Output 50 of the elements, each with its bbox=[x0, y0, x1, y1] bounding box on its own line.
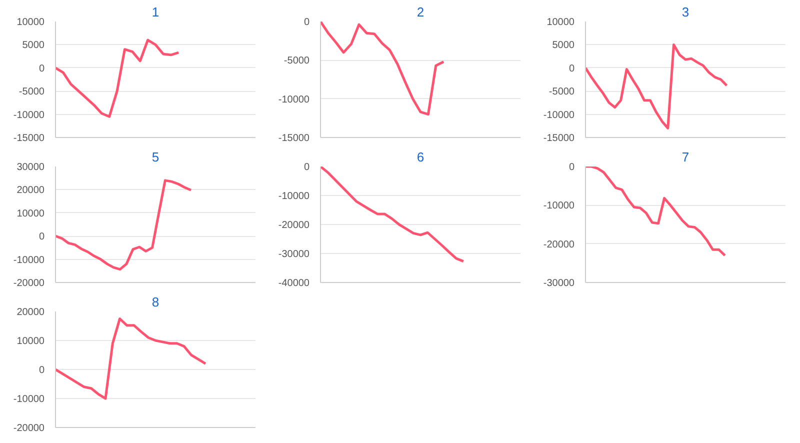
y-tick-label: -20000 bbox=[13, 278, 45, 289]
y-tick-label: -10000 bbox=[13, 394, 45, 405]
y-tick-label: -20000 bbox=[13, 423, 45, 434]
y-tick-label: -30000 bbox=[543, 278, 575, 289]
y-tick-label: 5000 bbox=[552, 40, 575, 52]
chart-title: 8 bbox=[152, 294, 160, 310]
chart-title: 7 bbox=[682, 150, 690, 164]
y-tick-label: 10000 bbox=[16, 336, 45, 347]
y-tick-label: 0 bbox=[568, 162, 575, 173]
y-tick-label: -10000 bbox=[278, 94, 310, 106]
line-series bbox=[56, 38, 180, 118]
y-tick-label: -10000 bbox=[278, 191, 310, 202]
y-tick-label: 0 bbox=[304, 162, 310, 173]
line-series bbox=[56, 179, 192, 271]
y-tick-label: 30000 bbox=[16, 162, 45, 173]
y-tick-label: -10000 bbox=[543, 110, 575, 121]
y-tick-label: 10000 bbox=[16, 208, 45, 220]
chart-title: 6 bbox=[416, 150, 424, 164]
y-tick-label: -20000 bbox=[278, 220, 310, 231]
y-tick-label: 0 bbox=[304, 17, 310, 28]
y-tick-label: -5000 bbox=[284, 56, 310, 67]
y-tick-label: -15000 bbox=[543, 133, 575, 144]
chart-title: 1 bbox=[152, 4, 160, 20]
y-tick-label: -5000 bbox=[18, 86, 45, 98]
y-tick-label: 0 bbox=[568, 63, 575, 74]
chart-title: 5 bbox=[152, 150, 160, 164]
y-tick-label: -30000 bbox=[278, 249, 310, 260]
y-tick-label: -10000 bbox=[543, 200, 575, 212]
y-tick-label: -20000 bbox=[543, 239, 575, 250]
line-series bbox=[320, 166, 465, 263]
line-series bbox=[320, 22, 445, 116]
y-tick-label: 0 bbox=[38, 63, 45, 74]
y-tick-label: 5000 bbox=[22, 40, 45, 52]
chart-title: 3 bbox=[682, 4, 690, 20]
y-tick-label: 10000 bbox=[16, 17, 45, 28]
chart-title: 2 bbox=[416, 4, 424, 20]
y-tick-label: 20000 bbox=[16, 185, 45, 196]
y-tick-label: 10000 bbox=[546, 17, 575, 28]
y-tick-label: 20000 bbox=[16, 307, 45, 318]
y-tick-label: 0 bbox=[38, 232, 45, 243]
y-tick-label: -15000 bbox=[278, 133, 310, 144]
line-series bbox=[56, 318, 207, 400]
y-tick-label: -5000 bbox=[548, 86, 575, 98]
line-series bbox=[586, 43, 728, 130]
y-tick-label: -10000 bbox=[13, 254, 45, 266]
line-series bbox=[586, 166, 726, 257]
y-tick-label: -10000 bbox=[13, 110, 45, 121]
y-tick-label: -40000 bbox=[278, 278, 310, 289]
y-tick-label: -15000 bbox=[13, 133, 45, 144]
y-tick-label: 0 bbox=[38, 365, 45, 376]
